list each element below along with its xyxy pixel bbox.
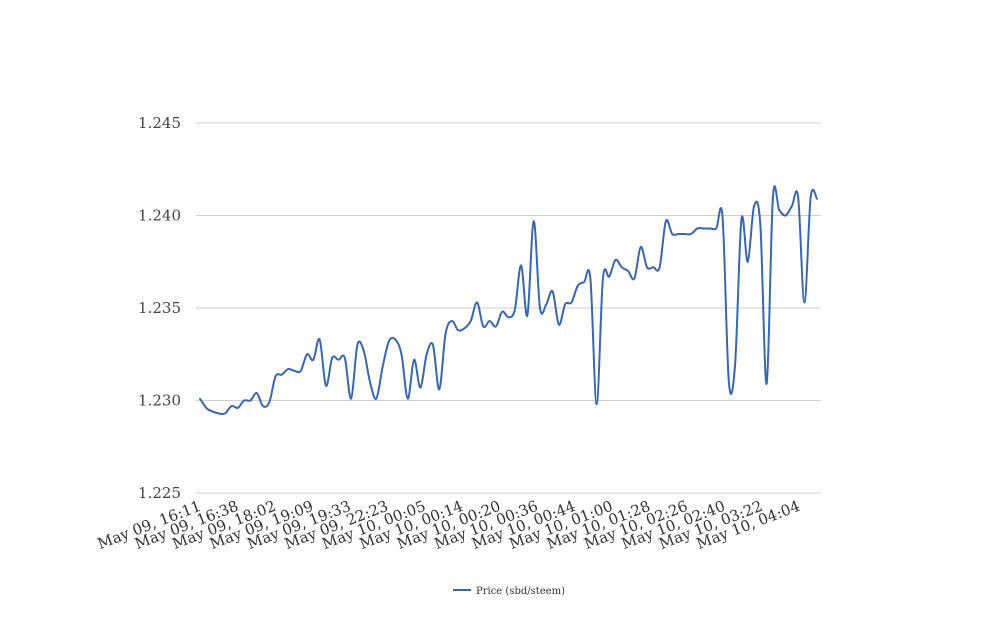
y-axis: 1.225 1.230 1.235 1.240 1.245	[138, 114, 181, 502]
y-tick-label: 1.225	[138, 484, 181, 502]
y-tick-label: 1.245	[138, 114, 181, 132]
y-tick-label: 1.240	[138, 207, 181, 225]
series-line-price	[199, 185, 818, 416]
y-tick-label: 1.230	[138, 392, 181, 410]
y-tick-label: 1.235	[138, 299, 181, 317]
grid-layer	[196, 122, 821, 494]
legend-label: Price (sbd/steem)	[476, 586, 565, 597]
legend: Price (sbd/steem)	[453, 586, 565, 597]
series-layer	[199, 185, 818, 416]
